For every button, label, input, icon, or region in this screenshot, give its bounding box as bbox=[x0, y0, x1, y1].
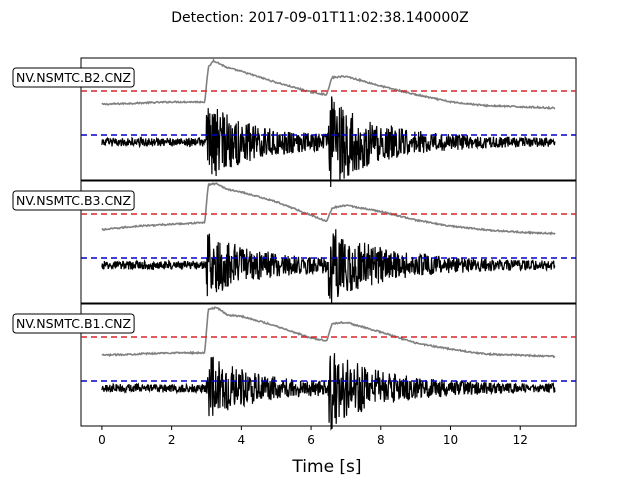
channel-label-box bbox=[12, 313, 135, 334]
channel-label-box bbox=[12, 190, 135, 211]
x-tick-label: 12 bbox=[513, 433, 528, 447]
channel-label-box bbox=[12, 67, 135, 88]
envelope-line bbox=[101, 306, 556, 359]
panel-1: NV.NSMTC.B2.CNZ bbox=[12, 57, 577, 188]
channel-label: NV.NSMTC.B3.CNZ bbox=[16, 193, 131, 208]
x-axis: 0 2 4 6 8 10 12 bbox=[98, 426, 528, 447]
waveform-line bbox=[101, 229, 556, 304]
figure-title: Detection: 2017-09-01T11:02:38.140000Z bbox=[171, 10, 468, 26]
channel-label: NV.NSMTC.B1.CNZ bbox=[16, 316, 131, 331]
panels-group: NV.NSMTC.B2.CNZ NV.NSMTC.B3.CNZ NV.NSMTC.B… bbox=[12, 57, 577, 431]
panel-3: NV.NSMTC.B1.CNZ bbox=[12, 303, 577, 431]
x-axis-label: Time [s] bbox=[291, 457, 361, 477]
channel-label: NV.NSMTC.B2.CNZ bbox=[16, 70, 131, 85]
envelope-line bbox=[101, 182, 556, 236]
x-tick-label: 4 bbox=[238, 433, 246, 447]
x-tick-label: 8 bbox=[377, 433, 385, 447]
envelope-line bbox=[101, 58, 556, 110]
panel-frame bbox=[80, 303, 577, 427]
x-tick-label: 0 bbox=[98, 433, 106, 447]
waveform-line bbox=[101, 96, 556, 188]
panel-2: NV.NSMTC.B3.CNZ bbox=[12, 180, 577, 304]
x-tick-label: 6 bbox=[307, 433, 315, 447]
panel-frame bbox=[80, 180, 577, 304]
x-tick-label: 2 bbox=[168, 433, 176, 447]
waveform-line bbox=[101, 353, 556, 431]
panel-frame bbox=[80, 57, 577, 181]
x-tick-label: 10 bbox=[443, 433, 458, 447]
